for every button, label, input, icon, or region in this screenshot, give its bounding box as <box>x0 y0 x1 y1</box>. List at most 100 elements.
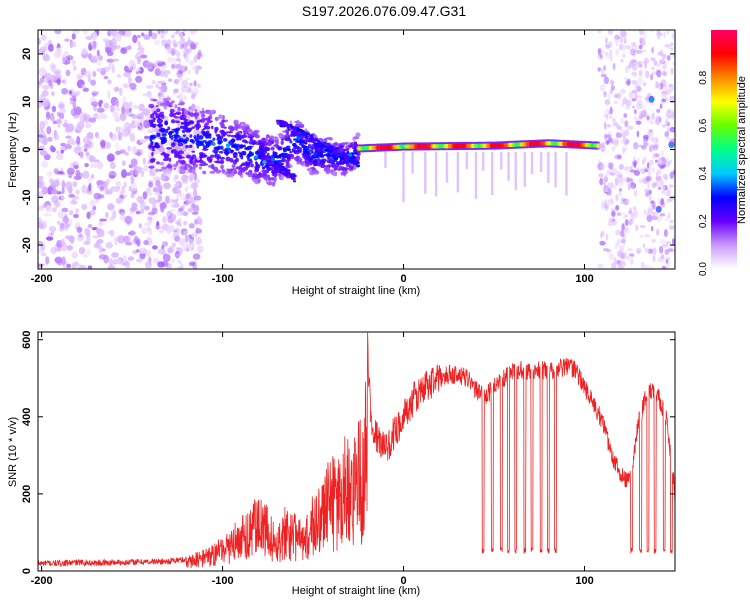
spectrogram-cell <box>287 128 291 132</box>
spectrogram-cell <box>647 181 651 190</box>
spectrogram-cell <box>610 182 614 189</box>
spectrogram-cell <box>219 121 224 126</box>
spectrogram-y-tick-label: -10 <box>21 189 33 205</box>
spectrogram-cell <box>646 162 650 169</box>
spectrogram-cell <box>162 151 166 154</box>
spectrogram-cell <box>274 167 278 170</box>
spectrogram-cell <box>263 158 268 161</box>
spectrogram-cell <box>631 41 636 48</box>
spectrogram-cell <box>152 112 158 115</box>
spectrogram-cell <box>42 54 50 62</box>
spectrogram-cell <box>291 131 296 134</box>
spectrogram-cell <box>56 78 61 86</box>
spectrogram-cell <box>197 49 202 58</box>
spectrogram-cell <box>148 151 152 161</box>
spectrogram-cell <box>103 102 110 109</box>
spectrogram-cell <box>597 67 601 72</box>
spectrogram-cell <box>665 262 671 266</box>
spectrogram-cell <box>656 207 661 212</box>
spectrogram-cell <box>329 169 335 172</box>
spectrogram-cell <box>219 156 226 160</box>
spectrogram-cell <box>102 66 111 73</box>
spectrogram-cell <box>644 60 648 69</box>
spectrogram-cell <box>236 133 241 139</box>
spectrogram-cell <box>40 220 48 224</box>
spectrogram-cell <box>148 103 155 109</box>
spectrogram-cell <box>189 159 193 163</box>
spectrogram-cell <box>285 159 290 165</box>
spectrogram-cell <box>603 113 609 118</box>
spectrogram-cell <box>66 123 75 133</box>
spectrogram-cell <box>620 196 624 205</box>
spectrogram-cell <box>121 169 127 179</box>
spectrogram-cell <box>188 238 193 243</box>
spectrogram-cell <box>99 99 104 105</box>
spectrogram-cell <box>215 169 222 174</box>
spectrogram-cell <box>661 70 667 77</box>
spectrogram-cell <box>302 152 309 158</box>
spectrogram-cell <box>198 135 204 140</box>
spectrogram-cell <box>332 143 337 147</box>
spectrogram-cell <box>85 35 93 41</box>
spectrogram-cell <box>131 202 138 210</box>
spectrogram-cell <box>233 144 238 149</box>
spectrogram-cell <box>90 174 95 179</box>
spectrogram-cell <box>142 93 149 97</box>
spectrogram-cell <box>189 82 193 87</box>
spectrogram-cell <box>38 38 41 45</box>
spectrogram-cell <box>191 198 194 201</box>
spectrogram-cell <box>54 30 62 35</box>
spectrogram-cell <box>143 34 151 40</box>
spectrogram-cell <box>597 30 602 34</box>
spectrogram-cell <box>607 30 613 35</box>
spectrogram-cell <box>252 175 259 179</box>
spectrogram-cell <box>615 194 619 202</box>
spectrogram-cell <box>300 135 306 139</box>
spectrogram-cell <box>233 169 238 175</box>
spectrogram-cell <box>68 209 74 216</box>
spectrogram-cell <box>81 184 87 194</box>
spectrogram-cell <box>623 37 627 45</box>
spectrogram-cell <box>61 256 66 266</box>
spectrogram-cell <box>631 89 638 94</box>
spectrogram-cell <box>282 148 288 152</box>
spectrogram-cell <box>669 171 675 180</box>
spectrogram-cell <box>158 185 163 192</box>
spectrogram-cell <box>636 157 640 162</box>
spectrogram-cell <box>168 134 172 139</box>
spectrogram-cell <box>164 195 171 204</box>
spectrogram-cell <box>254 168 259 173</box>
spectrogram-cell <box>286 126 290 130</box>
spectrogram-cell <box>65 69 71 77</box>
spectrogram-cell <box>119 112 127 122</box>
spectrogram-cell <box>204 117 211 121</box>
spectrogram-cell <box>187 90 194 94</box>
spectrogram-cell <box>672 61 675 66</box>
spectrogram-cell <box>41 89 49 97</box>
spectrogram-cell <box>64 144 73 150</box>
spectrogram-cell <box>266 181 273 186</box>
spectrogram-cell <box>76 233 85 242</box>
spectrogram-cell <box>623 113 628 118</box>
spectrogram-cell <box>626 248 634 252</box>
spectrogram-cell <box>650 266 654 269</box>
spectrogram-cell <box>61 54 67 63</box>
colorbar-gradient <box>711 30 737 269</box>
spectrogram-cell <box>293 138 297 141</box>
spectrogram-cell <box>212 149 219 154</box>
spectrogram-cell <box>667 248 674 252</box>
spectrogram-cell <box>225 156 231 162</box>
spectrogram-cell <box>41 161 49 168</box>
spectrogram-cell <box>234 126 239 131</box>
spectrogram-cell <box>189 112 195 118</box>
spectrogram-cell <box>283 122 289 126</box>
spectrogram-cell <box>669 219 674 224</box>
spectrogram-cell <box>153 176 161 182</box>
spectrogram-cell <box>138 195 143 204</box>
spectrogram-cell <box>98 254 107 260</box>
spectrogram-cell <box>143 240 149 246</box>
spectrogram-cell <box>281 162 285 165</box>
spectrogram-cell <box>650 225 654 232</box>
spectrogram-cell <box>84 163 89 168</box>
spectrogram-cell <box>68 193 75 198</box>
